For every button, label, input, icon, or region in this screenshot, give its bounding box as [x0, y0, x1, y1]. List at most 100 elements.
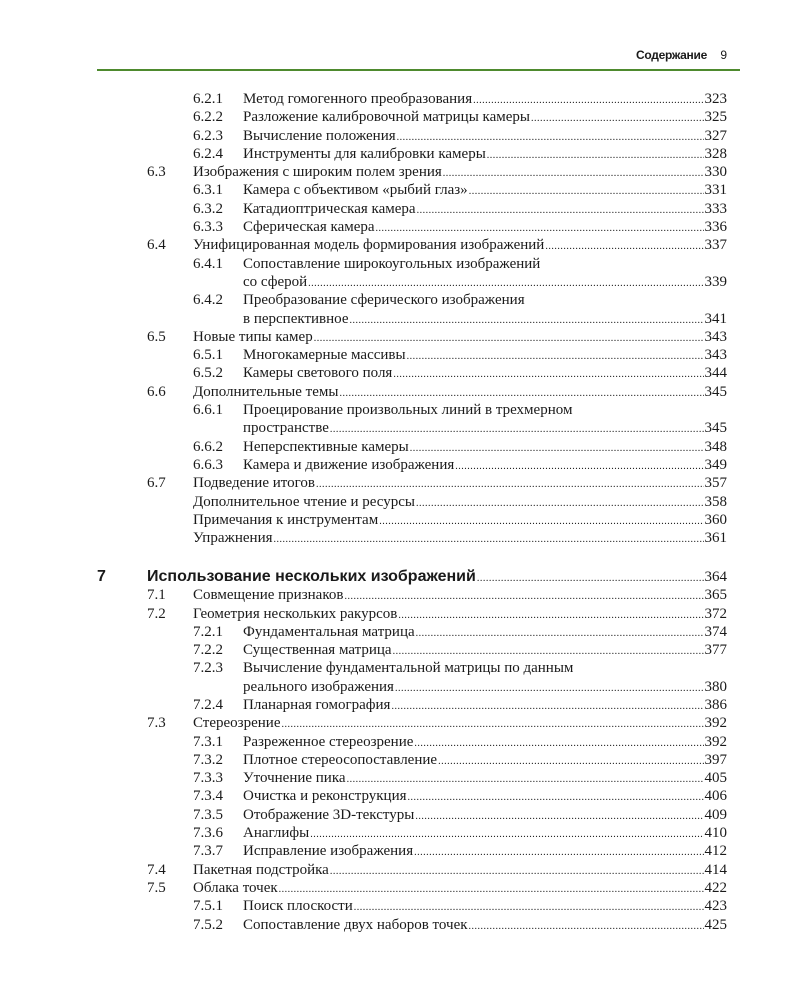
dot-leader	[395, 678, 704, 698]
entry-title: со сферой	[243, 273, 308, 290]
toc-entry[interactable]: 7.2.3 Вычисление фундаментальной матрицы …	[97, 659, 727, 677]
entry-number: 7.3.2	[193, 751, 223, 768]
dot-leader	[391, 696, 703, 716]
toc-entry[interactable]: 7.2 Геометрия нескольких ракурсов 372	[97, 605, 727, 623]
entry-page: 328	[704, 145, 728, 162]
entry-page: 406	[704, 788, 728, 805]
header-page-number: 9	[720, 48, 727, 62]
entry-number: 7.4	[147, 861, 166, 878]
toc-entry[interactable]: 7.2.4 Планарная гомография 386	[97, 696, 727, 714]
dot-leader	[415, 806, 703, 826]
entry-page: 330	[704, 164, 728, 181]
toc-entry[interactable]: пространстве 345	[97, 419, 727, 437]
dot-leader	[281, 714, 703, 734]
toc-entry[interactable]: 7.3.6 Анаглифы 410	[97, 824, 727, 842]
toc-entry[interactable]: 7.3.1 Разреженное стереозрение 392	[97, 733, 727, 751]
dot-leader	[531, 108, 704, 128]
entry-number: 6.7	[147, 475, 166, 492]
toc-entry[interactable]: 7.3.5 Отображение 3D-текстуры 409	[97, 806, 727, 824]
toc-entry[interactable]: 6.3.1 Камера с объективом «рыбий глаз» 331	[97, 181, 727, 199]
toc-entry[interactable]: Упражнения 361	[97, 529, 727, 547]
entry-page: 360	[704, 511, 728, 528]
toc-entry[interactable]: 7.4 Пакетная подстройка 414	[97, 861, 727, 879]
toc-entry[interactable]: 6.4.2 Преобразование сферического изображ…	[97, 291, 727, 309]
toc-entry[interactable]: 6.5.1 Многокамерные массивы 343	[97, 346, 727, 364]
toc-entry[interactable]: 6.7 Подведение итогов 357	[97, 474, 727, 492]
entry-number: 6.5	[147, 328, 166, 345]
dot-leader	[308, 273, 703, 293]
entry-title: Метод гомогенного преобразования	[243, 91, 473, 107]
entry-title: Камеры светового поля	[243, 365, 393, 382]
entry-number: 6.5.1	[193, 347, 223, 364]
dot-leader	[417, 200, 704, 220]
entry-title: Вычисление фундаментальной матрицы по да…	[243, 660, 574, 677]
entry-number: 7.3.6	[193, 825, 223, 842]
entry-page: 380	[704, 678, 728, 695]
entry-title: Катадиоптрическая камера	[243, 200, 416, 217]
toc-entry[interactable]: 6.3.2 Катадиоптрическая камера 333	[97, 200, 727, 218]
toc-entry[interactable]: 6.6.2 Неперспективные камеры 348	[97, 438, 727, 456]
entry-page: 405	[704, 770, 728, 787]
entry-title: Камера и движение изображения	[243, 456, 455, 473]
toc-entry[interactable]: 6.2.2 Разложение калибровочной матрицы ка…	[97, 108, 727, 126]
entry-title: Использование нескольких изображений	[147, 567, 476, 585]
dot-leader	[347, 769, 704, 789]
toc-entry[interactable]: Примечания к инструментам 360	[97, 511, 727, 529]
entry-page: 397	[704, 751, 728, 768]
toc-entry[interactable]: 7.3.3 Уточнение пика 405	[97, 769, 727, 787]
toc-entry[interactable]: 6.2.3 Вычисление положения 327	[97, 127, 727, 145]
toc-entry[interactable]: 6.2.4 Инструменты для калибровки камеры 32…	[97, 145, 727, 163]
toc-entry[interactable]: 6.4 Унифицированная модель формирования и…	[97, 236, 727, 254]
entry-page: 409	[704, 806, 728, 823]
toc-entry[interactable]: 7.5.1 Поиск плоскости 423	[97, 897, 727, 915]
entry-title: Уточнение пика	[243, 770, 346, 787]
entry-title: Фундаментальная матрица	[243, 623, 415, 640]
entry-page: 412	[704, 843, 728, 860]
toc-entry[interactable]: 6.4.1 Сопоставление широкоугольных изобра…	[97, 255, 727, 273]
toc-chapter[interactable]: 7 Использование нескольких изображений 364	[97, 568, 727, 586]
toc-entry[interactable]: 6.2.1 Метод гомогенного преобразования 323	[97, 90, 727, 108]
toc-entry[interactable]: 7.3 Стереозрение 392	[97, 714, 727, 732]
toc-entry[interactable]: Дополнительное чтение и ресурсы 358	[97, 493, 727, 511]
entry-title: Изображения с широким полем зрения	[193, 164, 442, 181]
toc-entry[interactable]: 7.3.7 Исправление изображения 412	[97, 842, 727, 860]
entry-title: Вычисление положения	[243, 127, 396, 144]
entry-title: Анаглифы	[243, 825, 310, 842]
toc-entry[interactable]: 6.3.3 Сферическая камера 336	[97, 218, 727, 236]
entry-number: 6.4.1	[193, 255, 223, 272]
toc-entry[interactable]: 7.2.2 Существенная матрица 377	[97, 641, 727, 659]
entry-page: 344	[704, 365, 728, 382]
toc-entry[interactable]: 7.3.2 Плотное стереосопоставление 397	[97, 751, 727, 769]
toc-entry[interactable]: 7.5 Облака точек 422	[97, 879, 727, 897]
entry-title: Облака точек	[193, 879, 278, 896]
entry-number: 6.3.1	[193, 182, 223, 199]
entry-title: Стереозрение	[193, 715, 281, 732]
entry-page: 425	[704, 916, 728, 933]
entry-title: Поиск плоскости	[243, 898, 353, 915]
toc-entry[interactable]: 7.2.1 Фундаментальная матрица 374	[97, 623, 727, 641]
toc-entry[interactable]: реального изображения 380	[97, 678, 727, 696]
entry-title: Сопоставление широкоугольных изображений	[243, 255, 541, 272]
toc-entry[interactable]: со сферой 339	[97, 273, 727, 291]
dot-leader	[398, 605, 703, 625]
toc-entry[interactable]: 7.3.4 Очистка и реконструкция 406	[97, 787, 727, 805]
entry-number: 7.5.2	[193, 916, 223, 933]
dot-leader	[354, 897, 704, 917]
dot-leader	[349, 310, 703, 330]
toc-entry[interactable]: 6.5.2 Камеры светового поля 344	[97, 364, 727, 382]
entry-number: 7.5	[147, 879, 166, 896]
entry-page: 358	[704, 493, 728, 510]
toc-entry[interactable]: 6.3 Изображения с широким полем зрения 330	[97, 163, 727, 181]
toc-entry[interactable]: в перспективное 341	[97, 310, 727, 328]
toc-entry[interactable]: 7.5.2 Сопоставление двух наборов точек 425	[97, 916, 727, 934]
entry-page: 331	[704, 182, 728, 199]
toc-entry[interactable]: 6.6 Дополнительные темы 345	[97, 383, 727, 401]
toc-entry[interactable]: 6.6.3 Камера и движение изображения 349	[97, 456, 727, 474]
toc-entry[interactable]: 7.1 Совмещение признаков 365	[97, 586, 727, 604]
toc-entry[interactable]: 6.5 Новые типы камер 343	[97, 328, 727, 346]
toc-entry[interactable]: 6.6.1 Проецирование произвольных линий в …	[97, 401, 727, 419]
entry-title: Дополнительное чтение и ресурсы	[193, 493, 415, 510]
entry-title: Планарная гомография	[243, 697, 391, 713]
entry-title: Упражнения	[193, 530, 273, 547]
entry-page: 410	[704, 825, 728, 842]
